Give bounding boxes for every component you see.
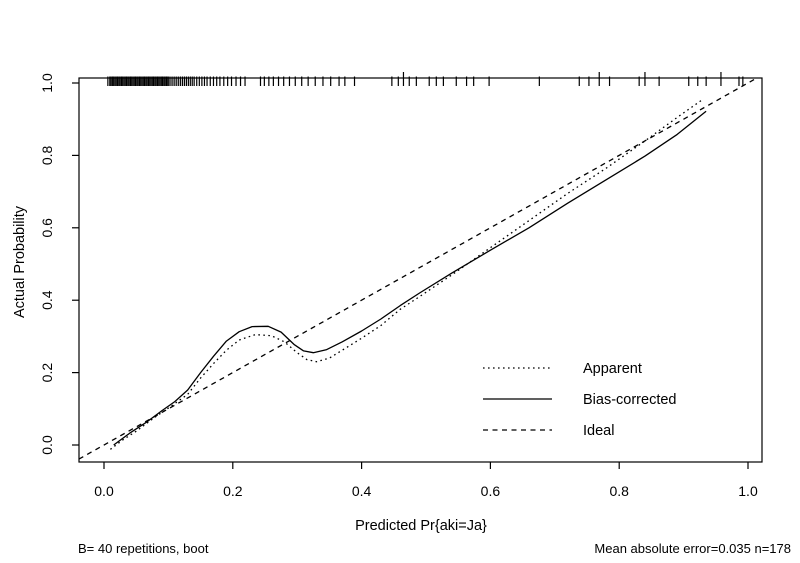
- calibration-curve-apparent: [110, 98, 704, 450]
- legend-label-apparent: Apparent: [583, 361, 642, 377]
- x-tick-label: 0.4: [352, 483, 372, 499]
- bootstrap-note: B= 40 repetitions, boot: [78, 541, 209, 556]
- y-tick-label: 0.6: [39, 218, 55, 238]
- x-tick-label: 0.8: [609, 483, 629, 499]
- ideal-line: [78, 77, 758, 460]
- x-tick-label: 1.0: [738, 483, 758, 499]
- x-axis-title: Predicted Pr{aki=Ja}: [355, 518, 487, 534]
- plot-box: [78, 77, 763, 463]
- calibration-curve-bias-corrected: [113, 110, 707, 446]
- y-axis-title: Actual Probability: [12, 205, 28, 318]
- x-tick-label: 0.6: [481, 483, 501, 499]
- y-tick-label: 0.2: [39, 363, 55, 383]
- mean-absolute-error-note: Mean absolute error=0.035 n=178: [594, 541, 791, 556]
- y-tick-label: 0.0: [39, 435, 55, 455]
- legend-label-bias-corrected: Bias-corrected: [583, 392, 676, 408]
- y-tick-label: 0.4: [39, 290, 55, 310]
- x-tick-label: 0.0: [94, 483, 114, 499]
- y-tick-label: 1.0: [39, 73, 55, 93]
- x-tick-label: 0.2: [223, 483, 243, 499]
- plot-geometry: 0.0 0.2 0.4 0.6 0.8 1.0 0.0 0.2 0.4 0.6 0.8 1.0: [39, 72, 763, 499]
- legend-label-ideal: Ideal: [583, 423, 614, 439]
- y-tick-label: 0.8: [39, 145, 55, 165]
